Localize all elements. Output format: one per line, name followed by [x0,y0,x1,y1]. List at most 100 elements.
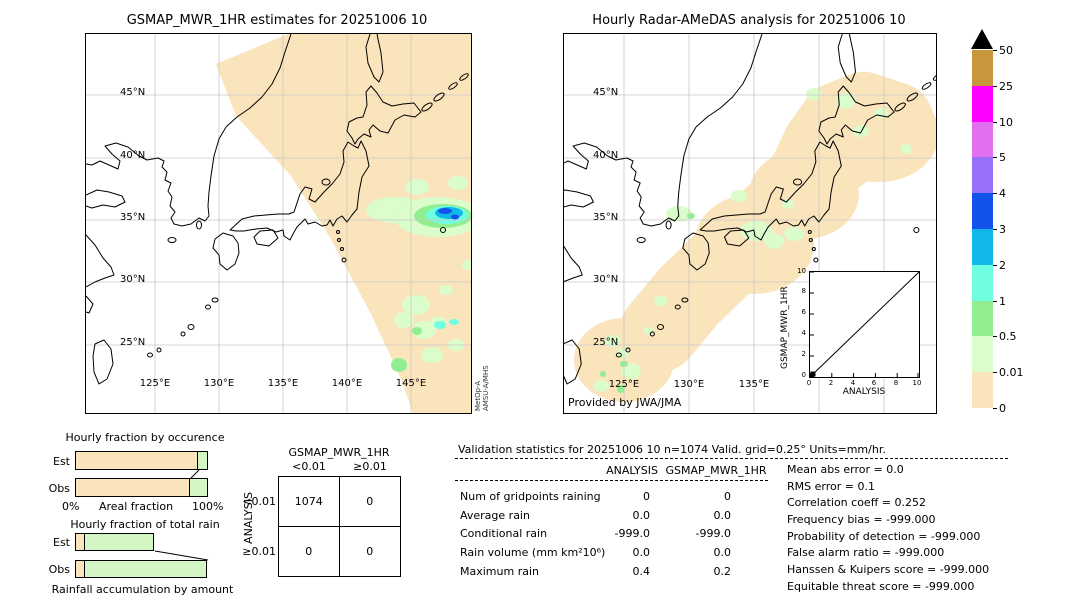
colorbar-segment [972,193,993,229]
connector-line [190,469,200,479]
colorbar-tick [993,157,997,158]
lat-label: 40°N [120,150,146,161]
bar-dry-segment [76,479,191,496]
inset-x-tick: 10 [912,379,922,387]
colorbar-tick [993,86,997,87]
occurrence-x-max: 100% [192,500,224,513]
lat-label: 25°N [593,337,619,348]
totalrain-chart-title: Hourly fraction of total rain [70,518,220,531]
stats-value: 0.4 [632,565,651,578]
credit-label: Provided by JWA/JMA [568,396,682,409]
stats-header: Validation statistics for 20251006 10 n=… [458,443,886,456]
lon-label: 140°E [331,378,363,389]
bar-green-segment [83,560,207,578]
score-line: Probability of detection = -999.000 [787,530,981,543]
stats-row-label: Maximum rain [460,565,539,578]
colorbar-tick [993,265,997,266]
inset-scatter [809,271,920,378]
stats-col-header: ANALYSIS [606,464,658,477]
contingency-col-label: <0.01 [292,460,326,473]
stats-value: 0.0 [713,509,732,522]
stats-col-header: GSMAP_MWR_1HR [665,464,767,477]
lat-label: 45°N [593,87,619,98]
left-map-plot [86,34,471,413]
colorbar-tick-label: 4 [999,187,1006,200]
score-line: RMS error = 0.1 [787,480,875,493]
colorbar-tick-label: 10 [999,116,1013,129]
connector-line [154,550,209,561]
lon-label: 145°E [395,378,427,389]
stats-row-label: Num of gridpoints raining [460,490,601,503]
contingency-table: 1074 0 0 0 [278,476,401,577]
bar-green-segment [83,533,154,551]
score-line: Correlation coeff = 0.252 [787,496,926,509]
lon-label: 130°E [673,379,705,390]
right-map-frame: 45°N 40°N 35°N 30°N 25°N 125°E 130°E 135… [563,33,937,414]
colorbar-tick [993,50,997,51]
inset-diagonal [809,271,920,378]
stats-row-label: Average rain [460,509,530,522]
inset-x-tick: 6 [871,379,877,387]
lon-label: 135°E [267,378,299,389]
contingency-row-label: <0.01 [242,495,276,508]
colorbar-segment [972,85,993,122]
stats-value: 0.0 [713,546,732,559]
sensor-platform: MetOp-A [474,380,482,411]
stats-value: 0 [724,490,731,503]
inset-ylabel: GSMAP_MWR_1HR [780,286,790,369]
lon-label: 135°E [738,379,770,390]
colorbar-tick-label: 5 [999,151,1006,164]
inset-y-tick: 4 [801,329,806,337]
colorbar-tick-label: 25 [999,80,1013,93]
stats-value: 0.2 [713,565,732,578]
inset-y-tick: 2 [801,350,806,358]
colorbar-tick [993,229,997,230]
lon-label: 125°E [139,378,171,389]
colorbar-segment [972,157,993,194]
stats-value: -999.0 [614,527,650,540]
totalrain-bar-est [75,533,208,551]
contingency-cell: 0 [366,544,374,558]
colorbar-segment [972,121,993,158]
bar-dry-segment [76,452,199,469]
colorbar-segment [972,336,993,373]
colorbar-overflow-arrow [971,29,993,49]
colorbar-segment [972,228,993,265]
colorbar-tick-label: 0.01 [999,366,1024,379]
bar-wet-segment [198,452,207,469]
stats-value: 0.0 [632,546,651,559]
colorbar-segment [972,300,993,337]
sensor-label: MetOp-A AMSU-A/MHS [474,353,490,411]
lon-label: 125°E [608,379,640,390]
score-line: Equitable threat score = -999.000 [787,580,975,593]
colorbar-tick [993,372,997,373]
lat-label: 40°N [593,150,619,161]
stats-value: -999.0 [695,527,731,540]
colorbar [972,50,993,408]
inset-y-tick: 8 [801,287,806,295]
bar-row-label: Obs [48,563,70,576]
lon-label: 130°E [203,378,235,389]
totalrain-bar-obs [75,560,208,578]
left-map-frame: 45°N 40°N 35°N 30°N 25°N 125°E 130°E 135… [85,33,472,414]
contingency-row-label: ≥0.01 [242,545,276,558]
inset-xlabel: ANALYSIS [842,387,886,397]
inset-x-tick: 2 [828,379,834,387]
stats-divider [455,458,1008,459]
lat-label: 30°N [593,274,619,285]
contingency-title: GSMAP_MWR_1HR [288,446,390,459]
stats-value: 0 [643,490,650,503]
contingency-cell: 0 [279,526,340,576]
bar-connector-lines [154,469,209,561]
occurrence-bar-est [75,451,208,470]
occurrence-chart-title: Hourly fraction by occurence [65,431,225,444]
colorbar-segment [972,372,993,408]
right-map-title: Hourly Radar-AMeDAS analysis for 2025100… [592,13,906,28]
score-line: False alarm ratio = -999.000 [787,546,945,559]
score-line: Hanssen & Kuipers score = -999.000 [787,563,990,576]
inset-y-tick: 0 [801,371,806,379]
sensor-instrument: AMSU-A/MHS [482,365,490,411]
inset-scatter-plot [809,271,920,378]
colorbar-tick [993,301,997,302]
